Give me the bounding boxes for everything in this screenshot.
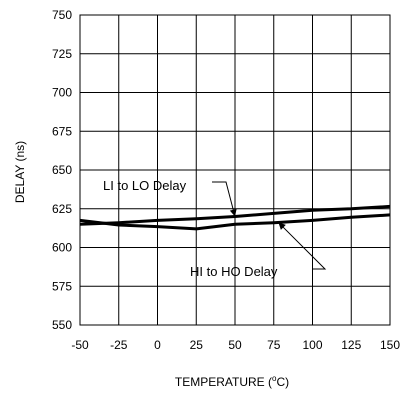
- plot-frame: [79, 14, 391, 326]
- annotation-arrowhead: [229, 208, 237, 217]
- y-tick-label: 650: [52, 163, 72, 177]
- annotation-arrowhead: [278, 222, 286, 230]
- x-tick-label: 150: [380, 338, 400, 352]
- y-tick-label: 575: [52, 279, 72, 293]
- x-tick-label: -50: [71, 338, 89, 352]
- x-tick-label: -25: [110, 338, 128, 352]
- y-tick-label: 725: [52, 47, 72, 61]
- x-axis-label-main: TEMPERATURE (: [175, 375, 272, 389]
- y-tick-label: 675: [52, 124, 72, 138]
- x-tick-label: 0: [154, 338, 161, 352]
- x-tick-labels: -50 -25 0 25 50 75 100 125 150: [71, 338, 400, 352]
- y-tick-label: 700: [52, 86, 72, 100]
- x-tick-label: 25: [190, 338, 204, 352]
- x-tick-label: 50: [228, 338, 242, 352]
- annotation-label: HI to HO Delay: [190, 264, 278, 279]
- annotation-leader-line: [278, 222, 327, 270]
- annotation-leader-line: [212, 181, 236, 217]
- x-tick-label: 75: [267, 338, 281, 352]
- y-tick-label: 750: [52, 8, 72, 22]
- x-tick-label: 125: [341, 338, 361, 352]
- x-axis-label: TEMPERATURE (oC): [175, 374, 289, 389]
- y-tick-label: 625: [52, 202, 72, 216]
- y-axis-label: DELAY (ns): [13, 141, 27, 203]
- annotation-label: LI to LO Delay: [103, 178, 187, 193]
- x-axis-label-tail: C): [276, 375, 289, 389]
- annotations: LI to LO Delay HI to HO Delay: [103, 178, 327, 279]
- y-tick-label: 550: [52, 318, 72, 332]
- y-tick-labels: 550 575 600 625 650 675 700 725 750: [52, 8, 72, 332]
- y-tick-label: 600: [52, 241, 72, 255]
- series-line-hi-to-ho: [79, 213, 391, 231]
- x-axis-label-sup: o: [272, 374, 277, 383]
- x-tick-label: 100: [302, 338, 322, 352]
